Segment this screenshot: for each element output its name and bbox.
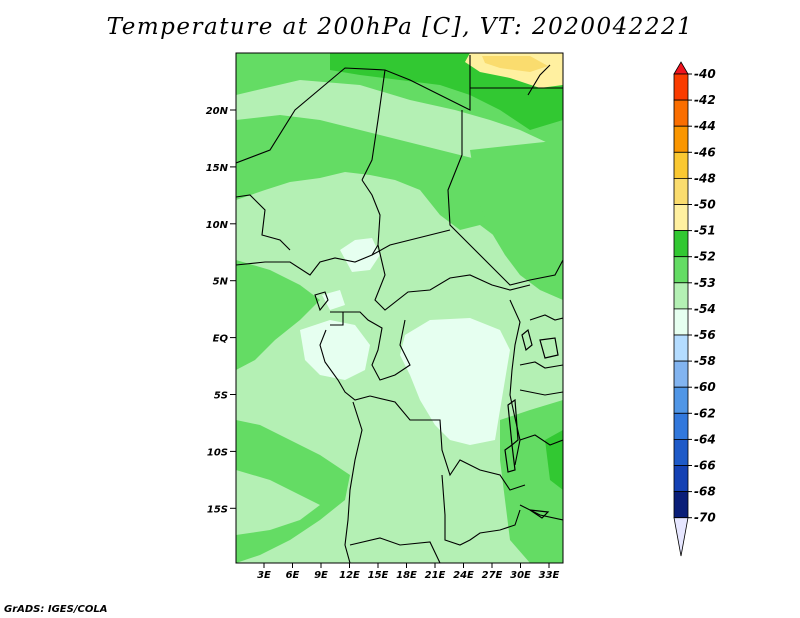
- colorbar-swatch: [673, 99, 689, 127]
- lat-label: 20N: [206, 106, 229, 117]
- lat-label: 15N: [206, 163, 229, 174]
- colorbar-label: -54: [694, 302, 716, 316]
- longitude-axis: 3E 6E 9E 12E 15E 18E 21E 24E 27E 30E 33E: [257, 563, 560, 581]
- lat-label: EQ: [213, 334, 229, 345]
- lon-label: 27E: [482, 570, 503, 581]
- colorbar-swatch: [673, 177, 689, 205]
- colorbar: -40 -42 -44 -46 -48 -50 -51 -52 -53 -54 -56 -58 -60 -…: [673, 61, 716, 557]
- colorbar-swatch: [673, 73, 689, 101]
- lon-label: 15E: [368, 570, 389, 581]
- field-cold-central: [400, 318, 510, 445]
- lon-label: 33E: [539, 570, 560, 581]
- lat-label: 5S: [214, 391, 228, 402]
- lon-label: 21E: [425, 570, 446, 581]
- field-ne-green: [470, 140, 563, 300]
- colorbar-label: -40: [694, 67, 716, 81]
- lat-label: 10S: [207, 447, 228, 458]
- colorbar-label: -42: [694, 93, 716, 107]
- colorbar-label: -52: [694, 250, 716, 264]
- colorbar-bottom-arrow: [673, 517, 689, 557]
- colorbar-swatch: [673, 360, 689, 388]
- lat-label: 15S: [207, 504, 228, 515]
- colorbar-label: -64: [694, 432, 716, 446]
- colorbar-swatch: [673, 256, 689, 284]
- field-warm-core: [482, 56, 548, 72]
- colorbar-label: -60: [694, 380, 716, 394]
- colorbar-label: -66: [694, 459, 716, 473]
- colorbar-label: -62: [694, 406, 716, 420]
- lon-label: 18E: [396, 570, 417, 581]
- lon-label: 24E: [453, 570, 474, 581]
- colorbar-swatch: [673, 334, 689, 362]
- map-title: Temperature at 200hPa [C], VT: 202004222…: [106, 14, 694, 40]
- colorbar-label: -68: [694, 485, 716, 499]
- colorbar-swatch: [673, 412, 689, 440]
- lon-label: 9E: [314, 570, 328, 581]
- colorbar-swatch: [673, 438, 689, 466]
- lat-label: 5N: [213, 277, 229, 288]
- colorbar-label: -56: [694, 328, 716, 342]
- lon-label: 3E: [257, 570, 271, 581]
- colorbar-label: -48: [694, 171, 716, 185]
- colorbar-swatch: [673, 465, 689, 493]
- colorbar-swatch: [673, 491, 689, 519]
- colorbar-label: -46: [694, 145, 716, 159]
- colorbar-label: -44: [694, 119, 716, 133]
- field-cold-north2: [322, 290, 345, 310]
- country-borders: [236, 55, 563, 563]
- colorbar-swatch: [673, 386, 689, 414]
- lon-label: 30E: [510, 570, 531, 581]
- colorbar-top-arrow: [673, 61, 689, 75]
- colorbar-swatch: [673, 308, 689, 336]
- colorbar-label: -70: [694, 511, 716, 525]
- field-sw-streak: [236, 470, 320, 535]
- colorbar-swatch: [673, 282, 689, 310]
- field-west-green: [236, 260, 320, 370]
- colorbar-label: -58: [694, 354, 716, 368]
- colorbar-swatch: [673, 204, 689, 232]
- map-frame: [235, 52, 564, 564]
- colorbar-label: -53: [694, 276, 716, 290]
- map-panel: [236, 53, 563, 563]
- field-cold-north: [340, 238, 380, 272]
- field-cold-west: [300, 320, 370, 380]
- lon-label: 12E: [339, 570, 360, 581]
- colorbar-label: -51: [694, 224, 716, 238]
- colorbar-swatch: [673, 151, 689, 179]
- field-north-streak: [236, 80, 563, 170]
- lon-label: 6E: [286, 570, 300, 581]
- colorbar-label: -50: [694, 198, 716, 212]
- colorbar-swatch: [673, 125, 689, 153]
- credit-label: GrADS: IGES/COLA: [4, 604, 108, 615]
- lakes: [504, 328, 559, 519]
- latitude-axis: 20N 15N 10N 5N EQ 5S 10S 15S: [206, 106, 236, 515]
- lat-label: 10N: [206, 220, 229, 231]
- colorbar-swatch: [673, 230, 689, 258]
